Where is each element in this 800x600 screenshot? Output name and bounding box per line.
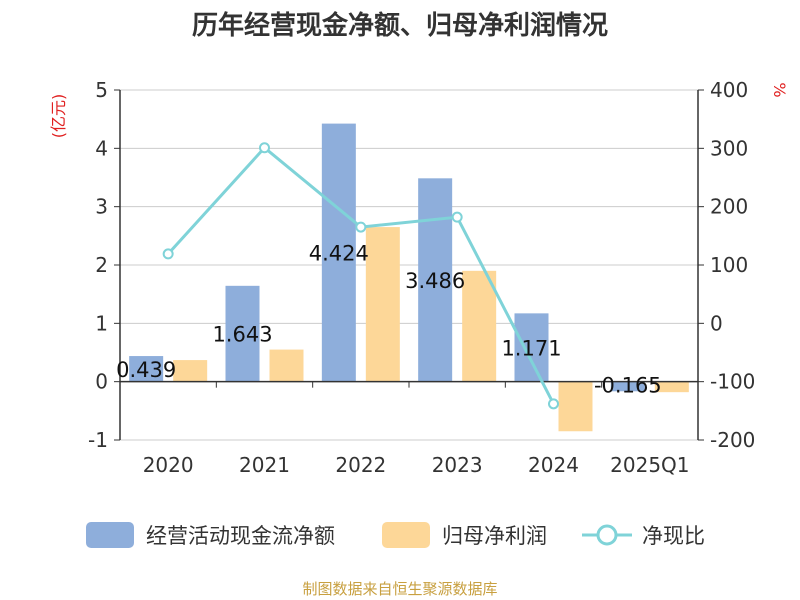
right-tick-label: 0 [710,311,723,335]
ratio-point [355,221,367,233]
x-tick-label: 2021 [239,453,290,477]
left-tick-label: 2 [95,253,108,277]
bar-profit [654,381,689,393]
bar-cashflow [514,313,549,382]
data-label-cashflow: 3.486 [405,269,465,293]
legend-swatch-cashflow [86,522,134,548]
left-tick-label: 4 [95,136,108,160]
data-label-cashflow: 4.424 [309,242,369,266]
x-tick-label: 2020 [143,453,194,477]
bar-cashflow [321,123,356,382]
ratio-line [162,142,559,410]
left-axis-ticks: 5 4 3 2 1 0 -1 [88,78,120,452]
bar-cashflow [418,178,453,382]
right-axis-ticks: 400 300 200 100 0 -100 -200 [698,78,755,452]
bar-profit [462,270,497,382]
bar-profit [558,381,593,432]
right-tick-label: 300 [710,136,748,160]
x-axis-ticks: 2020 2021 2022 2023 2024 2025Q1 [119,381,699,477]
ratio-point [162,248,174,260]
chart-title: 历年经营现金净额、归母净利润情况 [192,10,608,41]
left-tick-label: 1 [95,311,108,335]
x-tick-label: 2022 [335,453,386,477]
source-note: 制图数据来自恒生聚源数据库 [302,580,497,598]
bar-profit [365,227,400,382]
legend-label-profit: 归母净利润 [442,524,547,548]
right-tick-label: 400 [710,78,748,102]
bar-cashflow [610,381,645,392]
data-label-cashflow: -0.165 [594,374,662,398]
left-tick-label: 0 [95,370,108,394]
bar-cashflow [129,356,164,382]
x-tick-label: 2025Q1 [610,453,689,477]
left-tick-label: 5 [95,78,108,102]
legend-swatch-profit [382,522,430,548]
legend-label-ratio: 净现比 [642,524,705,548]
legend: 经营活动现金流净额 归母净利润 净现比 [86,522,705,548]
data-label-cashflow: 0.439 [116,358,176,382]
right-tick-label: -200 [710,428,755,452]
bar-cashflow [225,285,260,382]
data-label-cashflow: 1.643 [212,323,272,347]
bar-profit [173,360,208,382]
right-tick-label: 100 [710,253,748,277]
data-labels: 0.439 1.643 4.424 3.486 1.171 -0.165 [116,242,662,398]
left-tick-label: -1 [88,428,108,452]
x-tick-label: 2024 [528,453,579,477]
legend-swatch-ratio-marker [596,524,618,546]
legend-label-cashflow: 经营活动现金流净额 [146,524,335,548]
ratio-point [259,142,270,154]
bars [129,123,689,432]
data-label-cashflow: 1.171 [501,337,561,361]
bar-profit [269,349,304,382]
ratio-point [548,398,559,410]
ratio-point [451,211,463,223]
right-tick-label: -100 [710,370,755,394]
left-tick-label: 3 [95,195,108,219]
left-axis-unit: (亿元) [49,94,68,139]
right-tick-label: 200 [710,195,748,219]
right-axis-unit: % [770,82,789,97]
x-tick-label: 2023 [432,453,483,477]
